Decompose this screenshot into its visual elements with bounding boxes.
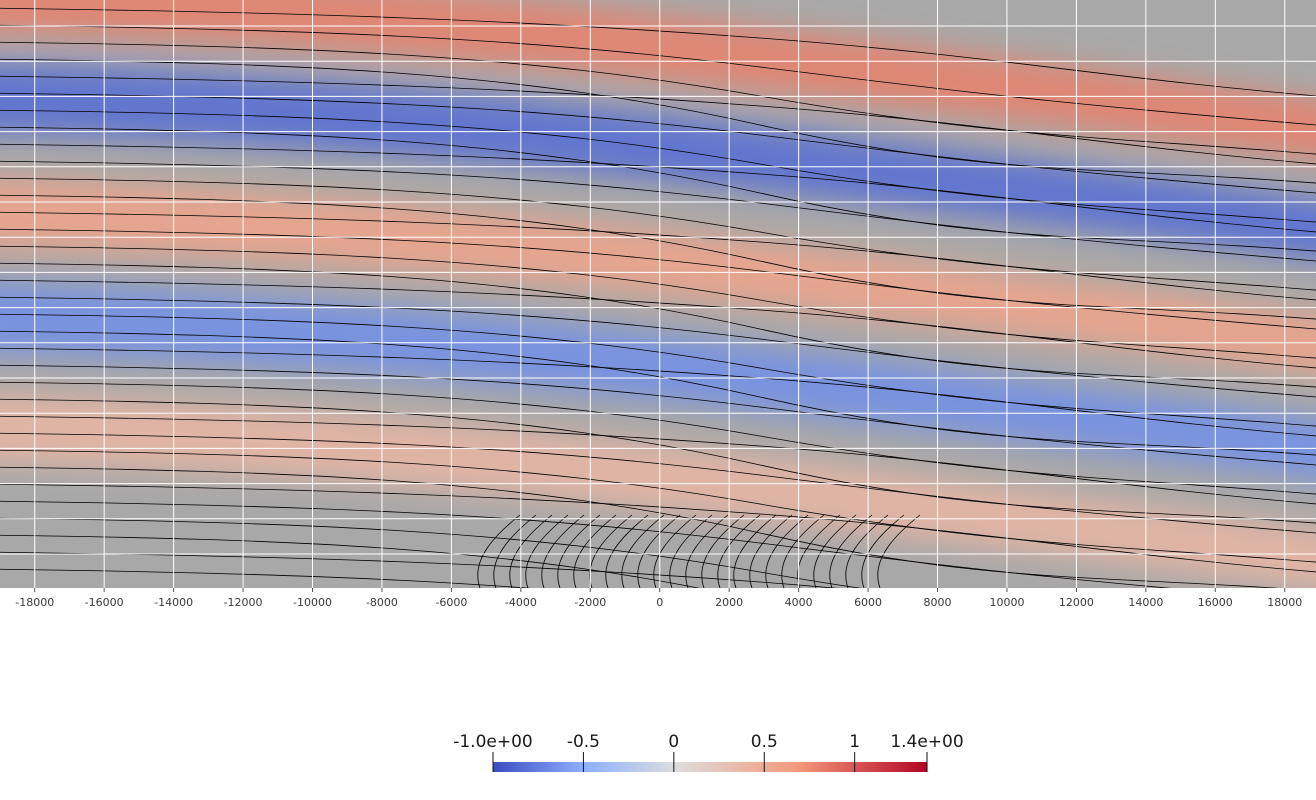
contour-line <box>733 514 777 588</box>
contour-line <box>685 514 729 588</box>
colorbar-tick-label: 1 <box>849 732 860 752</box>
contour-line <box>797 514 841 588</box>
contour-line <box>637 514 681 588</box>
x-tick-label: 12000 <box>1059 596 1094 609</box>
grid-lines <box>0 0 1316 588</box>
contour-line <box>0 347 1316 437</box>
x-tick-label: 18000 <box>1267 596 1302 609</box>
contour-line <box>0 41 1316 155</box>
contour-line <box>0 483 1316 573</box>
contour-line <box>0 517 862 588</box>
contour-line <box>493 514 537 588</box>
x-tick-label: 2000 <box>715 596 743 609</box>
colorbar-bar <box>493 762 927 772</box>
field-band <box>0 178 1316 375</box>
contour-line <box>0 313 1316 427</box>
colorbar-ticks: -1.0e+00 -0.5 0 0.5 1 1.4e+00 <box>453 732 964 772</box>
colorbar-tick-label: -0.5 <box>567 732 600 752</box>
contour-line <box>701 514 745 588</box>
contour-line <box>0 279 1316 369</box>
contour-line <box>0 228 1316 330</box>
contour-line <box>605 514 649 588</box>
contour-line <box>0 177 1316 291</box>
contour-line <box>0 449 1316 563</box>
contour-line <box>0 432 1316 534</box>
x-tick-label: 6000 <box>854 596 882 609</box>
contour-line <box>877 514 921 588</box>
colorbar: -1.0e+00 -0.5 0 0.5 1 1.4e+00 <box>453 732 964 772</box>
contour-line <box>0 109 1316 223</box>
contour-line <box>0 381 1316 495</box>
x-tick-label: -16000 <box>85 596 124 609</box>
x-tick-label: 0 <box>656 596 663 609</box>
contour-line <box>0 92 1316 194</box>
contour-line <box>653 514 697 588</box>
contour-line <box>0 24 1316 126</box>
x-tick-label: -6000 <box>435 596 467 609</box>
contour-line <box>749 514 793 588</box>
contour-line <box>0 296 1316 398</box>
plot-area <box>0 0 1316 588</box>
colorbar-tick-label: 0 <box>668 732 679 752</box>
contour-line <box>717 514 761 588</box>
contour-line <box>0 500 1171 588</box>
contour-line <box>0 7 1316 97</box>
x-tick-label: -12000 <box>224 596 263 609</box>
contour-line <box>509 514 553 588</box>
x-tick-label: 14000 <box>1128 596 1163 609</box>
contour-line <box>0 415 1316 505</box>
contour-line <box>781 514 825 588</box>
field-band <box>0 0 1316 160</box>
contour-line <box>0 143 1316 233</box>
contour-line <box>0 551 839 588</box>
x-tick-label: -2000 <box>574 596 606 609</box>
contour-line <box>845 514 889 588</box>
x-tick-label: -4000 <box>505 596 537 609</box>
x-tick-label: -8000 <box>366 596 398 609</box>
x-axis: -18000 -16000 -14000 -12000 -10000 -8000 -6000… <box>15 588 1302 609</box>
x-tick-label: -18000 <box>15 596 54 609</box>
colorbar-tick-label: 1.4e+00 <box>890 732 963 752</box>
contour-line <box>0 211 1316 301</box>
x-tick-label: 4000 <box>785 596 813 609</box>
x-tick-label: 16000 <box>1198 596 1233 609</box>
contour-line <box>621 514 665 588</box>
colorbar-tick-label: 0.5 <box>751 732 778 752</box>
x-tick-label: -14000 <box>154 596 193 609</box>
field-band <box>0 283 1316 480</box>
field-bands <box>0 0 1316 588</box>
contour-line <box>861 514 905 588</box>
field-band <box>0 393 1316 588</box>
field-band <box>0 63 1316 260</box>
contour-line <box>0 75 1316 165</box>
contour-line <box>541 514 585 588</box>
contour-line <box>765 514 809 588</box>
contour-line <box>0 568 533 588</box>
contour-line <box>557 514 601 588</box>
x-tick-label: -10000 <box>293 596 332 609</box>
contour-line <box>813 514 857 588</box>
contour-line <box>477 514 521 588</box>
contour-line <box>829 514 873 588</box>
contour-line <box>0 245 1316 359</box>
x-tick-label: 10000 <box>989 596 1024 609</box>
contour-line <box>573 514 617 588</box>
contour-line <box>0 160 1316 262</box>
contour-line <box>525 514 569 588</box>
contour-line <box>669 514 713 588</box>
colorbar-tick-label: -1.0e+00 <box>453 732 533 752</box>
x-tick-label: 8000 <box>924 596 952 609</box>
